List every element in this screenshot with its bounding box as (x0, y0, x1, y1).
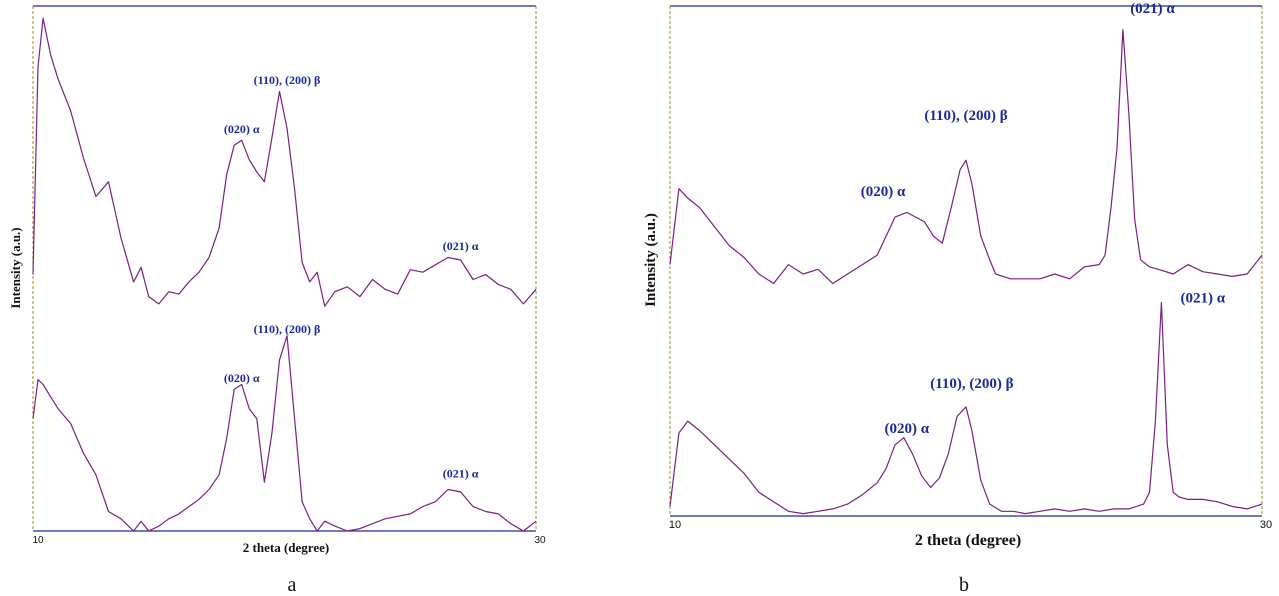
peak-annotation-a-0: (020) α (224, 122, 260, 136)
chart-panel-b: Intensity (a.u.) 2 theta (degree) 10 30 … (643, 1, 1272, 596)
panel-label-b: b (959, 574, 969, 596)
x-tick-label-b-min: 10 (669, 519, 681, 531)
y-axis-title-a: Intensity (a.u.) (8, 227, 23, 308)
peak-annotation-b-5: (020) α (884, 421, 929, 437)
peak-annotation-b-2: (020) α (861, 184, 906, 200)
panel-label-a: a (288, 574, 297, 596)
x-axis-title-b: 2 theta (degree) (915, 532, 1021, 549)
peak-annotation-b-0: (021) α (1130, 1, 1175, 17)
peak-annotation-a-2: (021) α (443, 239, 479, 253)
chart-panel-a: Intensity (a.u.) 2 theta (degree) 10 30 … (8, 5, 546, 596)
x-tick-label-b-max: 30 (1260, 519, 1272, 531)
xrd-trace-a-lower (32, 335, 537, 532)
y-axis-title-b: Intensity (a.u.) (643, 213, 659, 307)
xrd-trace-b-lower (669, 301, 1263, 515)
peak-annotation-b-4: (110), (200) β (930, 376, 1013, 392)
x-tick-label-a-max: 30 (534, 535, 546, 546)
xrd-trace-a-upper (32, 17, 537, 307)
xrd-trace-b-upper (669, 29, 1263, 285)
peak-annotation-a-4: (110), (200) β (254, 322, 321, 336)
peak-annotation-b-3: (021) α (1180, 291, 1225, 307)
peak-annotation-a-1: (110), (200) β (254, 73, 321, 87)
x-tick-label-a-min: 10 (32, 535, 44, 546)
x-axis-title-a: 2 theta (degree) (243, 540, 329, 555)
peak-annotation-a-5: (021) α (443, 466, 479, 480)
peak-annotation-b-1: (110), (200) β (924, 108, 1007, 124)
peak-annotation-a-3: (020) α (224, 371, 260, 385)
